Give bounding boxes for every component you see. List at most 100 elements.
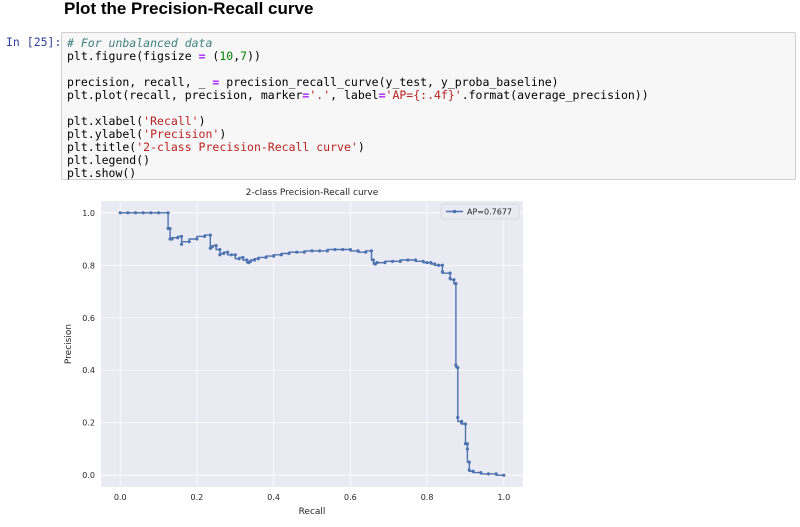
x-tick-label: 1.0 bbox=[497, 493, 510, 502]
code-string: '.' bbox=[309, 88, 331, 102]
code-comment: # For unbalanced data bbox=[67, 36, 213, 50]
data-point bbox=[448, 276, 452, 281]
data-point bbox=[448, 271, 452, 275]
legend-label: AP=0.7677 bbox=[467, 208, 512, 217]
plot-area bbox=[101, 201, 523, 487]
data-point bbox=[226, 250, 230, 254]
data-point bbox=[179, 242, 184, 246]
data-point bbox=[421, 259, 425, 263]
data-point bbox=[375, 261, 379, 265]
data-point bbox=[502, 473, 506, 477]
data-point bbox=[406, 258, 410, 262]
y-tick-label: 1.0 bbox=[82, 209, 95, 218]
data-point bbox=[437, 263, 441, 267]
data-point bbox=[471, 469, 475, 473]
code-token: precision_recall_curve(y_test, y_proba_b… bbox=[219, 75, 559, 89]
data-point bbox=[467, 460, 471, 464]
data-point bbox=[371, 258, 375, 262]
y-tick-label: 0.0 bbox=[82, 471, 95, 480]
data-point bbox=[279, 253, 283, 257]
x-tick-label: 0.4 bbox=[267, 493, 280, 502]
data-point bbox=[229, 253, 234, 257]
data-point bbox=[252, 258, 257, 262]
code-operator: = bbox=[302, 88, 310, 102]
code-token: .format(average_precision)) bbox=[461, 88, 649, 102]
data-point bbox=[425, 261, 429, 265]
cell-prompt: In [25]: bbox=[6, 35, 62, 49]
data-point bbox=[233, 253, 237, 257]
data-point bbox=[456, 415, 460, 420]
cell-output: 0.0 0.2 0.4 0.6 0.8 1.0 0.0 0.2 0.4 0.6 0.8 1.0 2-… bbox=[0, 183, 540, 527]
x-tick-label: 0.2 bbox=[191, 493, 204, 502]
code-operator: = bbox=[378, 88, 386, 102]
data-point bbox=[168, 226, 172, 231]
code-token: ) bbox=[357, 140, 365, 154]
data-point bbox=[465, 442, 469, 446]
data-point bbox=[429, 261, 433, 265]
x-tick-label: 0.6 bbox=[344, 493, 357, 502]
data-point bbox=[341, 247, 345, 252]
data-point bbox=[208, 233, 212, 237]
data-point bbox=[241, 255, 245, 260]
code-token: precision, recall, _ bbox=[67, 75, 213, 89]
data-point bbox=[433, 262, 437, 266]
y-tick-label: 0.6 bbox=[82, 314, 95, 323]
code-cell[interactable]: # For unbalanced data plt.figure(figsize… bbox=[61, 32, 796, 180]
code-token: ( bbox=[205, 49, 220, 63]
code-token: plt.title( bbox=[67, 140, 137, 154]
code-operator: = bbox=[212, 75, 220, 89]
data-point bbox=[463, 422, 468, 426]
data-point bbox=[202, 234, 207, 239]
data-point bbox=[187, 240, 191, 244]
data-point bbox=[176, 236, 180, 240]
data-point bbox=[245, 258, 249, 262]
data-point bbox=[126, 211, 130, 215]
code-token: plt.legend() bbox=[67, 153, 151, 167]
y-tick-label: 0.8 bbox=[82, 261, 95, 270]
data-point bbox=[210, 245, 214, 249]
legend-box bbox=[440, 203, 520, 220]
data-point bbox=[364, 250, 368, 254]
data-point bbox=[166, 211, 170, 215]
x-tick-labels: 0.0 0.2 0.4 0.6 0.8 1.0 bbox=[114, 493, 510, 502]
data-point bbox=[440, 263, 445, 267]
data-point bbox=[264, 255, 268, 260]
data-point bbox=[467, 468, 471, 472]
data-point bbox=[149, 211, 153, 215]
data-point bbox=[272, 254, 276, 258]
data-point bbox=[454, 363, 458, 367]
y-axis-label: Precision bbox=[64, 324, 74, 364]
data-point bbox=[383, 261, 387, 265]
data-point bbox=[452, 278, 456, 282]
data-point bbox=[465, 447, 469, 451]
code-string: 'Recall' bbox=[143, 114, 199, 128]
code-token: )) bbox=[247, 49, 261, 63]
data-point bbox=[170, 237, 174, 241]
data-point bbox=[218, 247, 222, 252]
data-point bbox=[214, 244, 218, 248]
data-point bbox=[479, 470, 483, 475]
data-point bbox=[141, 211, 145, 215]
y-tick-label: 0.4 bbox=[82, 366, 95, 375]
x-tick-label: 0.8 bbox=[421, 493, 434, 502]
code-token: , bbox=[233, 49, 241, 63]
code-token: ) bbox=[198, 114, 206, 128]
data-point bbox=[195, 237, 199, 241]
precision-recall-chart: 0.0 0.2 0.4 0.6 0.8 1.0 0.0 0.2 0.4 0.6 0.8 1.0 2-… bbox=[64, 188, 523, 517]
data-point bbox=[390, 259, 395, 263]
code-editor[interactable]: # For unbalanced data plt.figure(figsize… bbox=[62, 33, 795, 180]
series-markers bbox=[118, 211, 506, 477]
x-tick-label: 0.0 bbox=[114, 493, 127, 502]
code-token: ) bbox=[219, 127, 227, 141]
code-string: '2-class Precision-Recall curve' bbox=[136, 140, 358, 154]
data-point bbox=[440, 270, 445, 274]
data-point bbox=[179, 234, 184, 239]
data-point bbox=[318, 249, 322, 253]
code-number: 7 bbox=[240, 49, 248, 63]
data-point bbox=[310, 249, 314, 253]
x-axis-label: Recall bbox=[299, 507, 326, 517]
data-point bbox=[325, 249, 329, 253]
data-point bbox=[460, 421, 464, 425]
y-tick-label: 0.2 bbox=[82, 419, 95, 428]
code-token: plt.figure(figsize bbox=[67, 49, 199, 63]
